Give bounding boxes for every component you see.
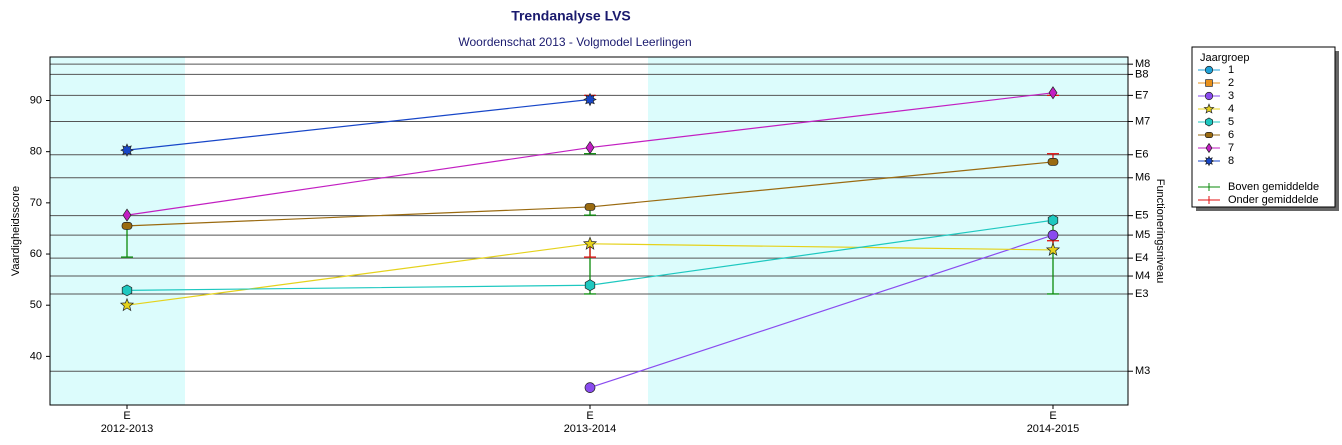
plot-frame xyxy=(49,56,1129,406)
point xyxy=(1204,132,1214,138)
x-tick-label: 2014-2015 xyxy=(1027,423,1080,435)
legend-label: 5 xyxy=(1228,116,1234,128)
point xyxy=(1203,155,1215,167)
x-tick-label: 2013-2014 xyxy=(564,423,617,435)
point xyxy=(585,140,595,155)
y2-axis-title: Functioneringsniveau xyxy=(1154,179,1166,284)
point xyxy=(1204,91,1214,101)
y2-tick-label: M4 xyxy=(1135,270,1150,282)
point xyxy=(119,297,135,312)
point xyxy=(1047,229,1059,241)
point xyxy=(1047,214,1059,227)
point xyxy=(584,203,596,211)
point xyxy=(583,92,597,107)
point xyxy=(120,143,134,157)
chart-title: Trendanalyse LVS xyxy=(511,8,631,24)
point xyxy=(1205,117,1213,127)
legend-label: Boven gemiddelde xyxy=(1228,181,1319,193)
point xyxy=(1205,79,1213,87)
y-tick-label: 50 xyxy=(30,299,42,311)
y2-tick-label: B8 xyxy=(1135,68,1148,80)
x-tick-label: E xyxy=(586,410,593,422)
legend-label: Onder gemiddelde xyxy=(1228,194,1319,206)
point xyxy=(121,284,133,297)
x-tick-label: E xyxy=(1049,410,1056,422)
y2-tick-label: E3 xyxy=(1135,288,1148,300)
point xyxy=(582,236,598,250)
series-line xyxy=(589,234,1054,389)
point xyxy=(1203,103,1215,114)
y-tick-label: 80 xyxy=(30,146,42,158)
point xyxy=(1048,86,1058,100)
y2-tick-label: E7 xyxy=(1135,89,1148,101)
point xyxy=(121,222,133,230)
point xyxy=(1204,65,1214,75)
legend-title: Jaargroep xyxy=(1200,52,1250,64)
legend xyxy=(1191,46,1336,208)
legend-label: 8 xyxy=(1228,155,1234,167)
series-line xyxy=(126,98,591,151)
y2-tick-label: M7 xyxy=(1135,115,1150,127)
legend-label: 6 xyxy=(1228,129,1234,141)
y2-tick-label: M5 xyxy=(1135,229,1150,241)
chart-subtitle: Woordenschat 2013 - Volgmodel Leerlingen xyxy=(458,35,691,49)
period-band xyxy=(50,57,185,405)
y2-tick-label: E6 xyxy=(1135,149,1148,161)
y-tick-label: 60 xyxy=(30,248,42,260)
point xyxy=(584,382,596,393)
y-axis-title: Vaardigheidsscore xyxy=(10,186,22,276)
y2-tick-label: M6 xyxy=(1135,172,1150,184)
legend-label: 3 xyxy=(1228,90,1234,102)
legend-label: 2 xyxy=(1228,77,1234,89)
y2-tick-label: M3 xyxy=(1135,365,1150,377)
point xyxy=(1045,242,1061,256)
legend-label: 7 xyxy=(1228,142,1234,154)
y-tick-label: 40 xyxy=(30,350,42,362)
y2-tick-label: M8 xyxy=(1135,58,1150,70)
legend-label: 1 xyxy=(1228,64,1234,76)
point xyxy=(584,279,596,292)
y-tick-label: 70 xyxy=(30,197,42,209)
point xyxy=(1047,158,1059,166)
y2-tick-label: E5 xyxy=(1135,210,1148,222)
x-tick-label: E xyxy=(123,410,130,422)
point xyxy=(122,208,132,222)
point xyxy=(1205,142,1213,154)
legend-label: 4 xyxy=(1228,103,1234,115)
y2-tick-label: E4 xyxy=(1135,252,1148,264)
x-tick-label: 2012-2013 xyxy=(101,423,154,435)
y-tick-label: 90 xyxy=(30,94,42,106)
period-band xyxy=(648,57,1128,405)
